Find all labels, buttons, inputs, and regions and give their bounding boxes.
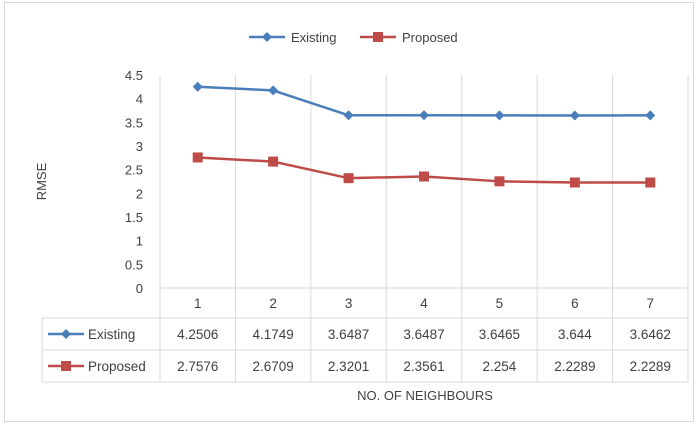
existing-legend-label: Existing: [291, 30, 337, 45]
existing-data-point: [343, 110, 354, 121]
existing-table-cell: 3.6487: [403, 327, 444, 342]
existing-data-point: [645, 110, 656, 121]
proposed-table-cell: 2.3561: [403, 359, 444, 374]
y-tick-label: 4.5: [125, 68, 143, 83]
existing-table-cell: 3.644: [558, 327, 592, 342]
proposed-data-point: [645, 177, 656, 188]
existing-data-point: [494, 110, 505, 121]
existing-table-cell: 4.1749: [252, 327, 293, 342]
proposed-table-cell: 2.6709: [252, 359, 293, 374]
chart-frame: [4, 2, 694, 422]
x-tick-label: 3: [345, 296, 353, 311]
y-tick-label: 3.5: [125, 115, 143, 130]
y-tick-label: 1.5: [125, 210, 143, 225]
proposed-table-cell: 2.2289: [554, 359, 595, 374]
proposed-table-cell: 2.2289: [630, 359, 671, 374]
y-tick-label: 2: [136, 186, 143, 201]
proposed-table-cell: 2.254: [483, 359, 517, 374]
y-tick-label: 3: [136, 139, 143, 154]
existing-data-point: [268, 85, 279, 96]
existing-table-cell: 4.2506: [177, 327, 218, 342]
x-tick-label: 7: [647, 296, 655, 311]
existing-legend-marker: [262, 32, 272, 42]
existing-data-point: [569, 110, 580, 121]
x-tick-label: 1: [194, 296, 202, 311]
existing-data-point: [192, 81, 203, 92]
y-axis-title: RMSE: [34, 162, 49, 200]
x-tick-label: 4: [420, 296, 428, 311]
y-tick-label: 2.5: [125, 163, 143, 178]
x-axis-title: NO. OF NEIGHBOURS: [357, 388, 493, 403]
x-tick-label: 6: [571, 296, 579, 311]
proposed-legend-marker: [373, 32, 383, 42]
proposed-data-point: [343, 173, 354, 184]
proposed-data-point: [192, 152, 203, 163]
proposed-table-cell: 2.7576: [177, 359, 218, 374]
proposed-data-point: [494, 176, 505, 187]
existing-table-cell: 3.6487: [328, 327, 369, 342]
existing-data-point: [419, 110, 429, 121]
proposed-table-row-label: Proposed: [88, 359, 146, 374]
proposed-data-point: [268, 156, 279, 167]
proposed-table-cell: 2.3201: [328, 359, 369, 374]
proposed-legend-label: Proposed: [402, 30, 458, 45]
x-tick-label: 2: [269, 296, 277, 311]
y-tick-label: 0.5: [125, 257, 143, 272]
existing-table-row-label: Existing: [88, 327, 135, 342]
existing-table-cell: 3.6462: [630, 327, 671, 342]
y-tick-label: 1: [136, 234, 143, 249]
proposed-data-point: [569, 177, 580, 188]
proposed-data-point: [419, 171, 429, 182]
existing-table-legend-marker: [61, 329, 71, 339]
existing-table-cell: 3.6465: [479, 327, 520, 342]
y-tick-label: 4: [136, 92, 143, 107]
proposed-table-legend-marker: [61, 361, 71, 371]
y-tick-label: 0: [136, 281, 143, 296]
x-tick-label: 5: [496, 296, 504, 311]
